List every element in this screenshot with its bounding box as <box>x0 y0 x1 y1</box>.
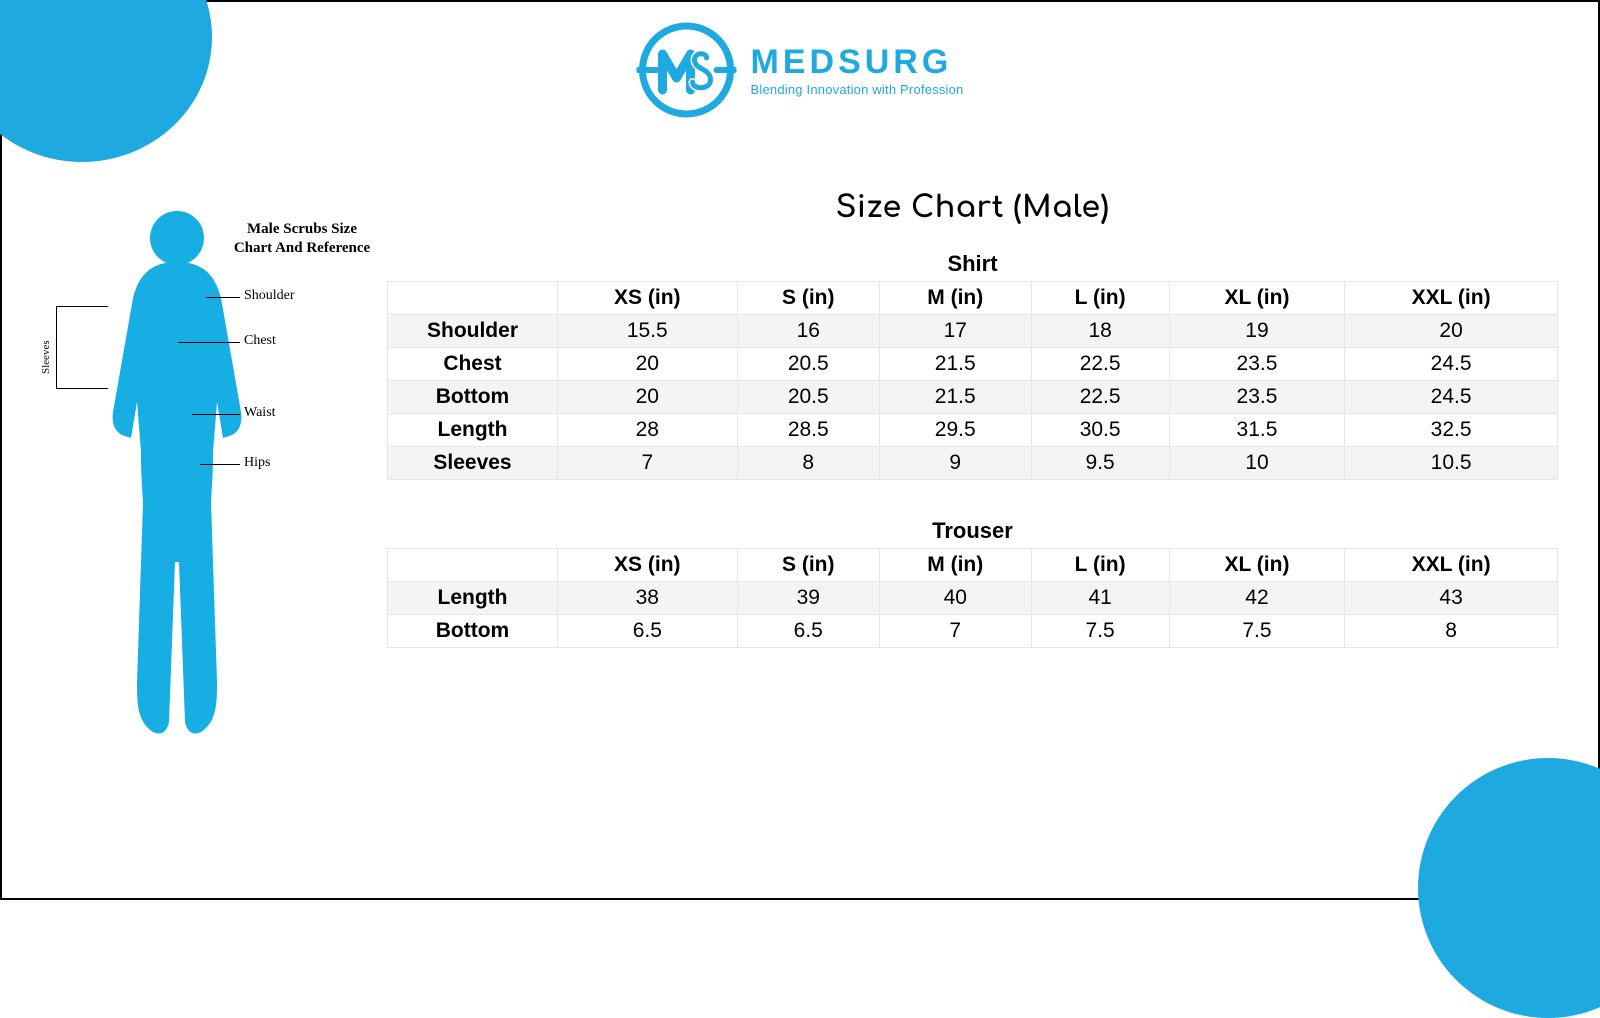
table-cell: 17 <box>879 315 1031 348</box>
table-cell: 24.5 <box>1345 348 1558 381</box>
trouser-size-table: XS (in)S (in)M (in)L (in)XL (in)XXL (in)… <box>387 548 1558 648</box>
table-row-label: Bottom <box>388 615 558 648</box>
table-cell: 15.5 <box>558 315 738 348</box>
logo-title: MEDSURG <box>751 43 964 82</box>
table-column-header: L (in) <box>1031 282 1169 315</box>
tables-panel: Size Chart (Male) Shirt XS (in)S (in)M (… <box>372 192 1558 686</box>
table-column-header: XXL (in) <box>1345 282 1558 315</box>
table-cell: 9 <box>879 447 1031 480</box>
body-silhouette-icon <box>97 202 257 762</box>
table-cell: 22.5 <box>1031 348 1169 381</box>
table-cell: 7 <box>558 447 738 480</box>
table-cell: 42 <box>1169 582 1344 615</box>
table-row-label: Shoulder <box>388 315 558 348</box>
table-cell: 24.5 <box>1345 381 1558 414</box>
table-cell: 16 <box>737 315 879 348</box>
table-cell: 8 <box>737 447 879 480</box>
table-column-header: XL (in) <box>1169 549 1344 582</box>
table-cell: 28.5 <box>737 414 879 447</box>
table-cell: 43 <box>1345 582 1558 615</box>
logo: MEDSURG Blending Innovation with Profess… <box>637 20 964 120</box>
diagram-label-hips: Hips <box>244 455 270 471</box>
table-row-label: Length <box>388 414 558 447</box>
table-cell: 7.5 <box>1031 615 1169 648</box>
table-cell: 10.5 <box>1345 447 1558 480</box>
table-row: Length383940414243 <box>388 582 1558 615</box>
table-cell: 20.5 <box>737 381 879 414</box>
shirt-size-table: XS (in)S (in)M (in)L (in)XL (in)XXL (in)… <box>387 281 1558 480</box>
table-cell: 32.5 <box>1345 414 1558 447</box>
table-cell: 20 <box>558 381 738 414</box>
table-cell: 40 <box>879 582 1031 615</box>
diagram-label-shoulder: Shoulder <box>244 288 295 304</box>
table-column-header: M (in) <box>879 549 1031 582</box>
table-cell: 10 <box>1169 447 1344 480</box>
table-cell: 28 <box>558 414 738 447</box>
table-row: Shoulder15.51617181920 <box>388 315 1558 348</box>
table-cell: 9.5 <box>1031 447 1169 480</box>
table-column-header: XL (in) <box>1169 282 1344 315</box>
table-column-header: XS (in) <box>558 282 738 315</box>
table-cell: 20.5 <box>737 348 879 381</box>
shirt-table-title: Shirt <box>387 251 1558 277</box>
table-cell: 39 <box>737 582 879 615</box>
diagram-label-sleeves: Sleeves <box>40 340 52 374</box>
table-cell: 19 <box>1169 315 1344 348</box>
body-diagram: Male Scrubs Size Chart And Reference Sle… <box>22 192 372 686</box>
decorative-circle-top-left <box>0 0 212 162</box>
table-cell: 41 <box>1031 582 1169 615</box>
table-row: Chest2020.521.522.523.524.5 <box>388 348 1558 381</box>
table-cell: 21.5 <box>879 348 1031 381</box>
table-cell: 23.5 <box>1169 348 1344 381</box>
table-row: Length2828.529.530.531.532.5 <box>388 414 1558 447</box>
page-title: Size Chart (Male) <box>387 192 1558 225</box>
table-cell: 7.5 <box>1169 615 1344 648</box>
table-cell: 20 <box>1345 315 1558 348</box>
table-column-header: XS (in) <box>558 549 738 582</box>
table-row: Bottom2020.521.522.523.524.5 <box>388 381 1558 414</box>
table-row: Bottom6.56.577.57.58 <box>388 615 1558 648</box>
table-cell: 38 <box>558 582 738 615</box>
table-column-header: S (in) <box>737 549 879 582</box>
table-cell: 31.5 <box>1169 414 1344 447</box>
table-cell: 23.5 <box>1169 381 1344 414</box>
decorative-circle-bottom-right <box>1418 758 1600 1018</box>
table-column-header: XXL (in) <box>1345 549 1558 582</box>
table-row-label: Bottom <box>388 381 558 414</box>
table-cell: 22.5 <box>1031 381 1169 414</box>
table-cell: 7 <box>879 615 1031 648</box>
table-row-label: Sleeves <box>388 447 558 480</box>
table-cell: 6.5 <box>558 615 738 648</box>
table-column-header: L (in) <box>1031 549 1169 582</box>
logo-tagline: Blending Innovation with Profession <box>751 82 964 97</box>
table-row: Sleeves7899.51010.5 <box>388 447 1558 480</box>
logo-mark-icon <box>637 20 737 120</box>
table-cell: 6.5 <box>737 615 879 648</box>
table-cell: 20 <box>558 348 738 381</box>
table-cell: 21.5 <box>879 381 1031 414</box>
table-cell: 29.5 <box>879 414 1031 447</box>
table-cell: 18 <box>1031 315 1169 348</box>
table-row-label: Length <box>388 582 558 615</box>
diagram-label-waist: Waist <box>244 405 276 421</box>
table-column-header: S (in) <box>737 282 879 315</box>
table-row-label: Chest <box>388 348 558 381</box>
diagram-label-chest: Chest <box>244 333 276 349</box>
table-column-header: M (in) <box>879 282 1031 315</box>
table-cell: 8 <box>1345 615 1558 648</box>
trouser-table-title: Trouser <box>387 518 1558 544</box>
table-cell: 30.5 <box>1031 414 1169 447</box>
